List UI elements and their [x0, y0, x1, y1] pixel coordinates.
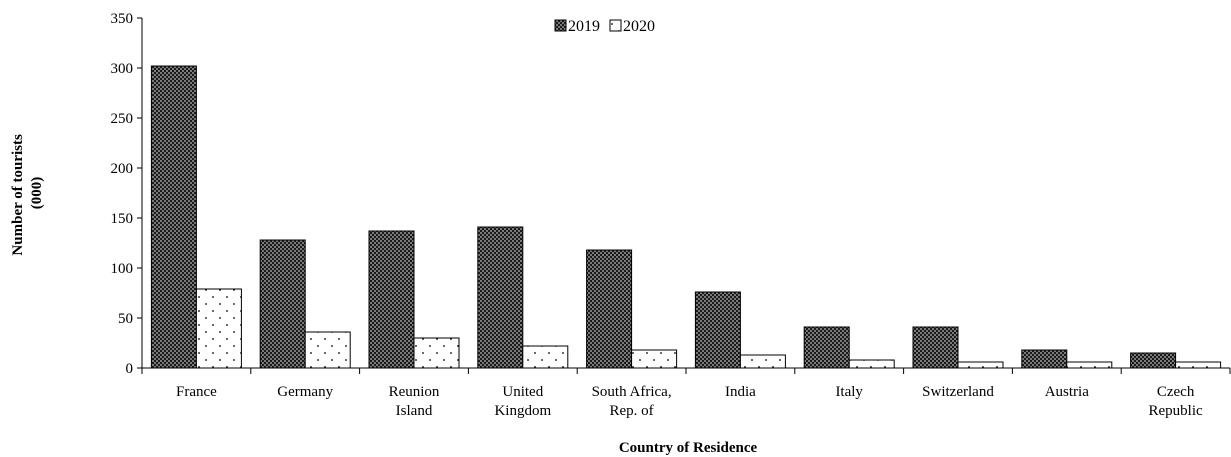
y-axis-title-line-1: Number of tourists: [10, 134, 26, 256]
bar-2019-6: [803, 326, 850, 369]
category-label: South Africa, Rep. of: [592, 384, 672, 419]
y-tick-label: 300: [111, 61, 134, 77]
category-label-line: Austria: [1045, 384, 1090, 400]
category-label: Czech Republic: [1149, 384, 1203, 419]
category-label-line: France: [176, 384, 217, 400]
category-label: India: [725, 384, 756, 400]
category-label: United Kingdom: [494, 384, 551, 419]
category-label-line: United: [502, 384, 543, 400]
bar-2020-4: [631, 349, 678, 369]
category-label-line: Czech: [1157, 384, 1195, 400]
category-label-line: Reunion: [389, 384, 440, 400]
category-label: France: [176, 384, 217, 400]
category-label-line: India: [725, 384, 756, 400]
x-axis-title: Country of Residence: [619, 440, 758, 456]
legend-swatch-2019: [554, 19, 567, 32]
category-label: Switzerland: [922, 384, 994, 400]
bar-2020-6: [848, 359, 895, 369]
bar-2019-5: [694, 291, 741, 369]
bar-2020-1: [304, 331, 351, 369]
bar-2019-2: [368, 230, 415, 369]
bar-2019-8: [1021, 349, 1068, 369]
bar-2020-7: [957, 361, 1004, 369]
category-label-line: Germany: [277, 384, 333, 400]
category-label: Germany: [277, 384, 333, 400]
y-tick-label: 150: [111, 211, 134, 227]
bar-2020-0: [195, 288, 242, 369]
bar-2020-3: [522, 345, 569, 369]
category-label-line: Kingdom: [494, 403, 551, 419]
y-tick-label: 350: [111, 11, 134, 27]
y-tick-label: 0: [126, 361, 134, 377]
category-label-line: South Africa,: [592, 384, 672, 400]
legend: 2019 2020: [554, 18, 655, 35]
y-axis-title: Number of tourists (000): [10, 130, 45, 255]
bar-2020-5: [739, 354, 786, 369]
y-tick-label: 250: [111, 111, 134, 127]
y-tick-label: 50: [118, 311, 133, 327]
bars: [150, 65, 1222, 369]
y-tick-label: 200: [111, 161, 134, 177]
category-label: Italy: [835, 384, 863, 400]
category-label-line: Republic: [1149, 403, 1203, 419]
bar-2019-1: [259, 239, 306, 369]
bar-2019-7: [912, 326, 959, 369]
category-label: Reunion Island: [389, 384, 440, 419]
bar-2019-0: [150, 65, 197, 369]
category-label-line: Italy: [835, 384, 863, 400]
y-tick-label: 100: [111, 261, 134, 277]
y-axis-title-line-2: (000): [29, 177, 45, 210]
bar-2019-4: [586, 249, 633, 369]
labels: 0 50 100 150 200 250 300 350 France Germany Reunio…: [111, 11, 1204, 419]
category-label: Austria: [1045, 384, 1090, 400]
category-label-line: Rep. of: [610, 403, 654, 419]
category-label-line: Switzerland: [922, 384, 994, 400]
bar-2020-2: [413, 337, 460, 369]
bar-2020-9: [1175, 361, 1222, 369]
bar-2019-3: [477, 226, 524, 369]
category-label-line: Island: [396, 403, 433, 419]
bar-2019-9: [1130, 352, 1177, 369]
legend-label-2020: 2020: [623, 18, 655, 35]
legend-swatch-2020: [609, 19, 622, 32]
legend-label-2019: 2019: [568, 18, 600, 35]
bar-2020-8: [1066, 361, 1113, 369]
